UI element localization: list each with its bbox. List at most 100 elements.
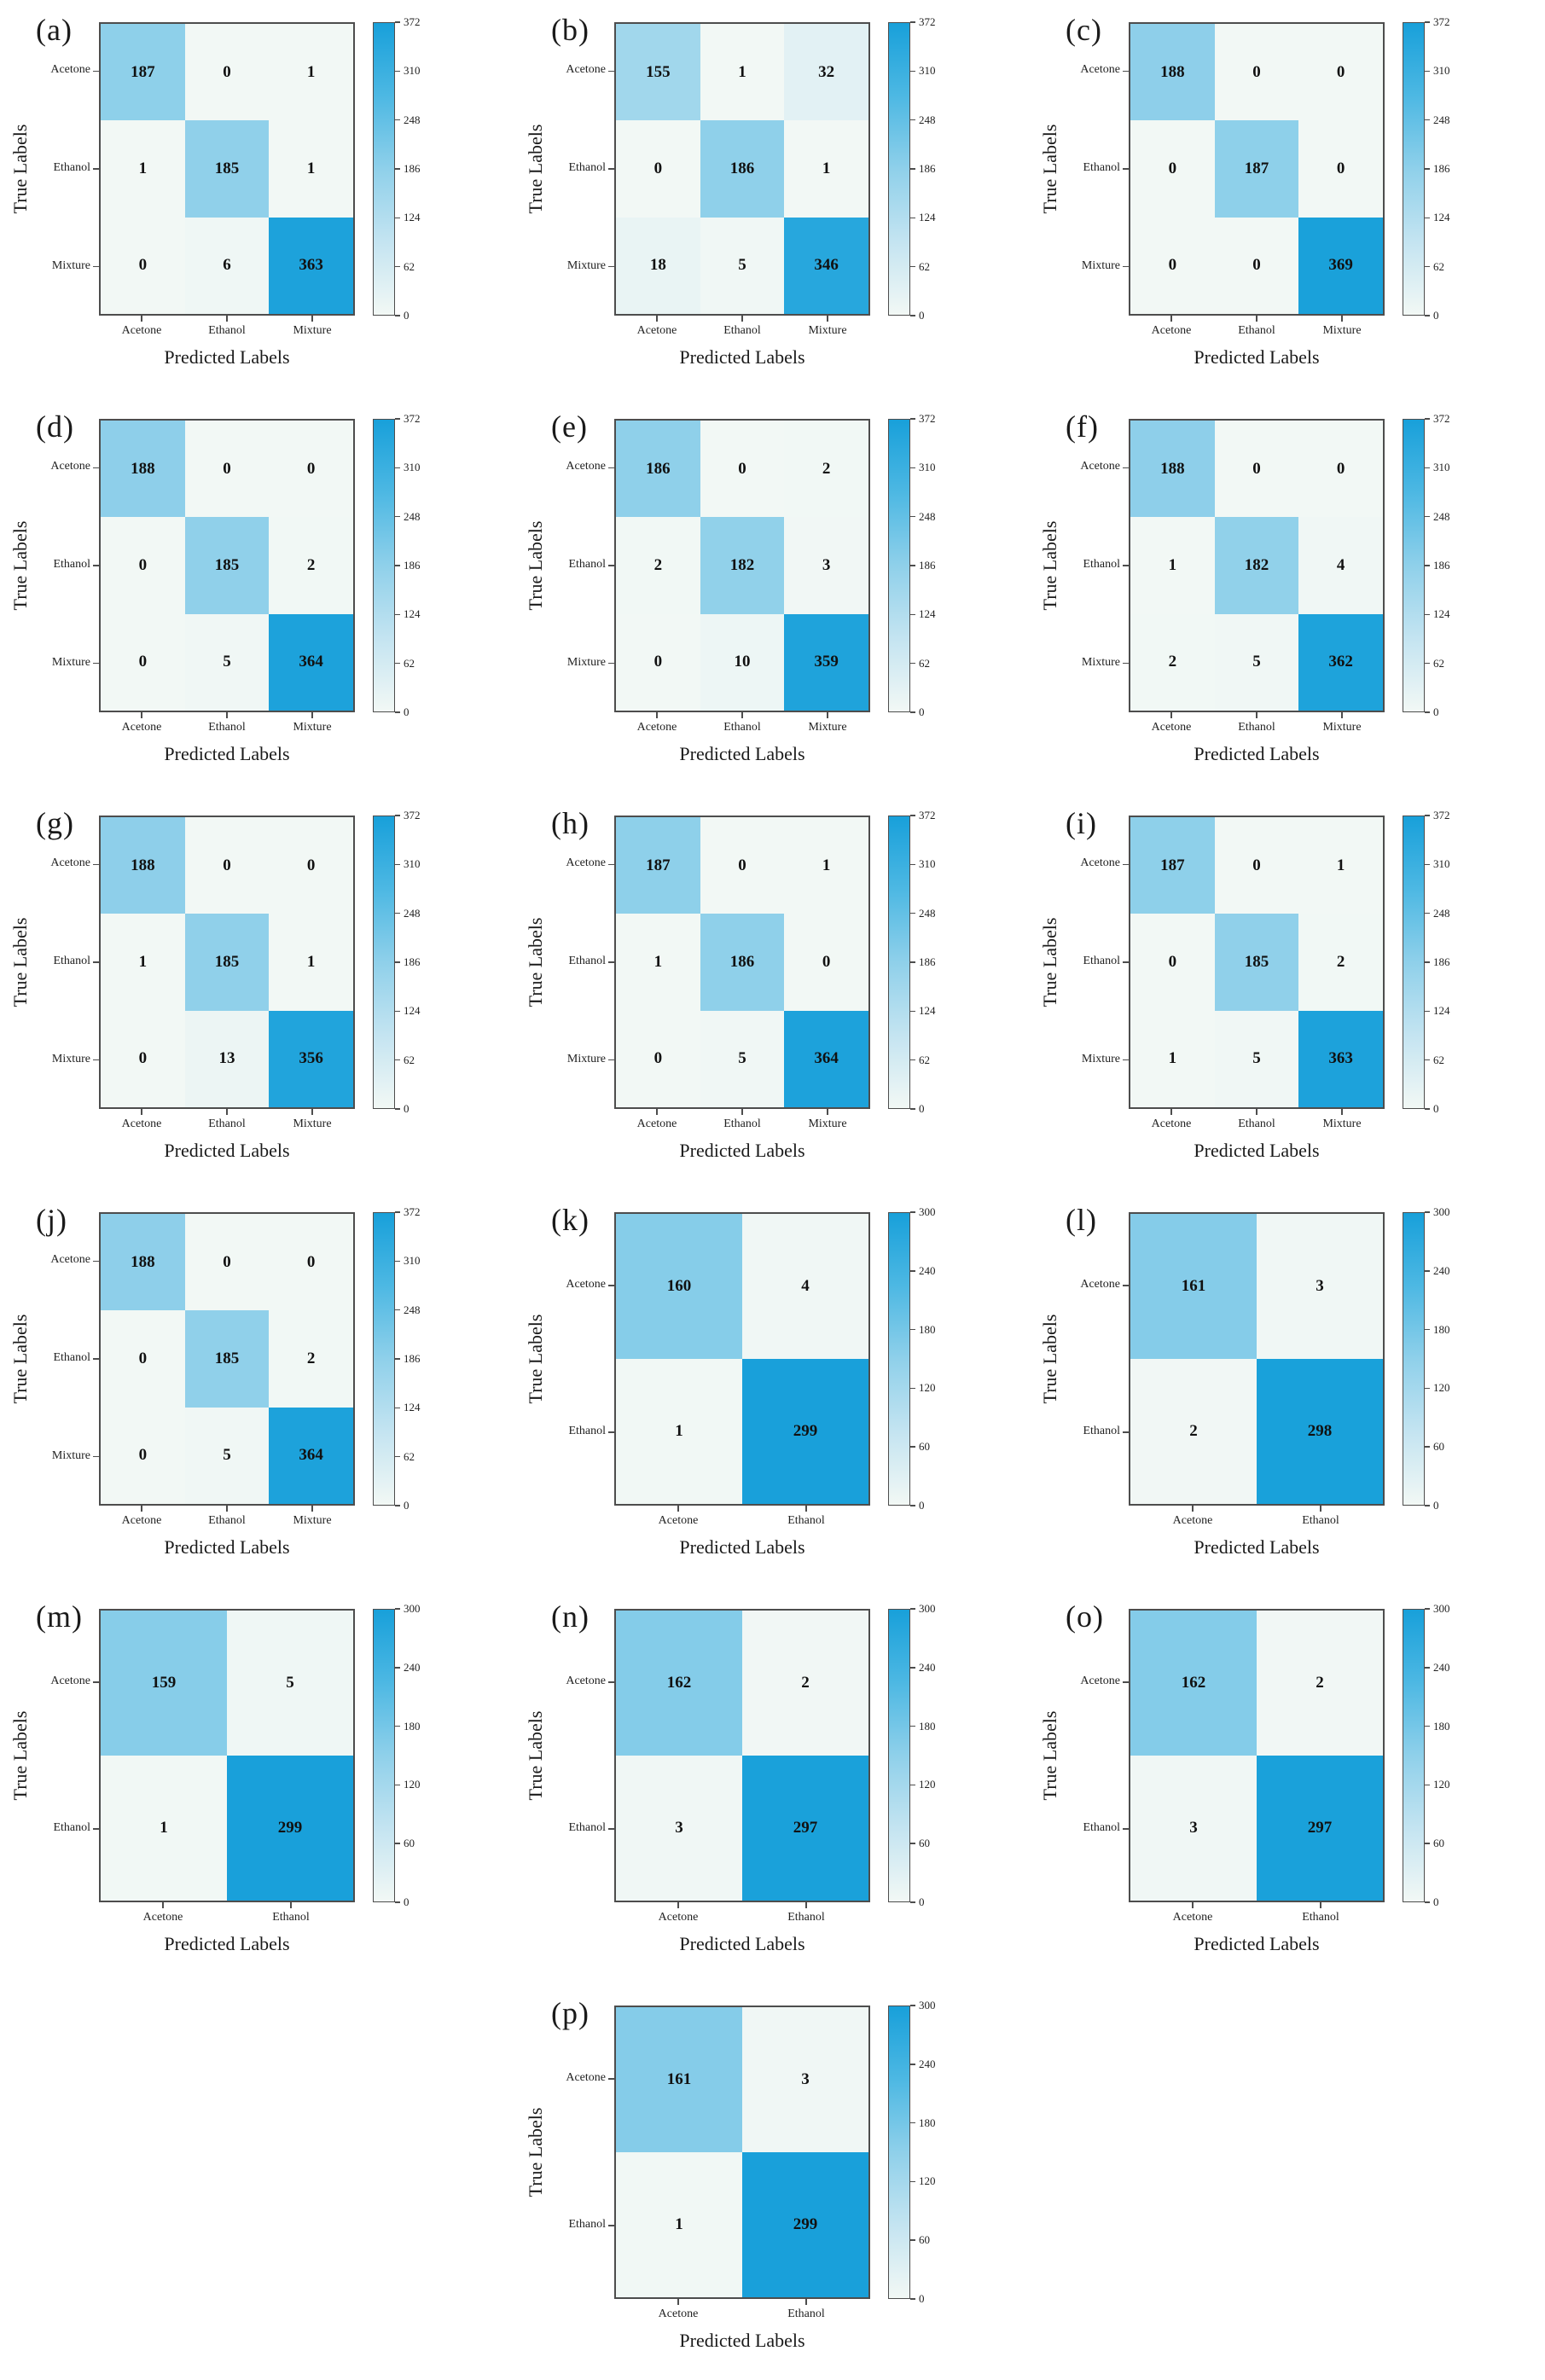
colorbar-tick-mark (910, 2180, 915, 2183)
colorbar-tick-mark (395, 711, 400, 713)
colorbar-tick-label: 310 (404, 1254, 421, 1268)
y-tick-mark (608, 467, 614, 469)
x-tick-label: Acetone (1151, 1117, 1192, 1130)
x-tick-label: Acetone (636, 721, 677, 734)
y-tick-label: Ethanol (53, 1821, 90, 1834)
colorbar-tick-label: 186 (919, 162, 936, 175)
matrix-cell-r0c2: 0 (269, 421, 353, 518)
matrix-value: 363 (299, 256, 323, 275)
colorbar-tick-label: 240 (1433, 1660, 1450, 1674)
y-tick-label: Acetone (566, 2071, 606, 2084)
colorbar-tick-mark (1425, 119, 1430, 121)
x-tick-mark (226, 1109, 228, 1115)
y-axis-label: True Labels (9, 1710, 31, 1801)
colorbar-tick-mark (910, 1270, 915, 1272)
colorbar-tick-label: 60 (1433, 1440, 1444, 1454)
matrix-cell-r0c0: 186 (616, 421, 700, 518)
matrix-value: 3 (675, 1819, 683, 1837)
x-tick-label: Mixture (1322, 324, 1362, 337)
y-tick-mark (93, 1681, 99, 1683)
confusion-matrix: 187 0 1 1 186 0 0 5 364 (614, 816, 870, 1109)
colorbar (373, 419, 395, 712)
colorbar-tick-mark (910, 961, 915, 963)
x-axis-label: Predicted Labels (164, 1933, 290, 1954)
colorbar-tick-mark (1425, 418, 1430, 420)
colorbar-tick-mark (1425, 1108, 1430, 1110)
matrix-value: 0 (1252, 62, 1261, 81)
panel-letter: (j) (36, 1203, 67, 1237)
matrix-cell-r2c2: 363 (269, 217, 353, 314)
colorbar-tick-label: 310 (404, 64, 421, 78)
colorbar-tick-mark (1425, 168, 1430, 170)
matrix-value: 186 (729, 159, 755, 177)
matrix-cell-r0c2: 0 (1298, 421, 1383, 518)
y-tick-mark (93, 1260, 99, 1263)
matrix-cell-r2c1: 5 (184, 613, 270, 711)
matrix-cell-r2c2: 364 (784, 1010, 868, 1107)
colorbar-tick-label: 0 (919, 309, 925, 322)
colorbar-tick-label: 248 (919, 113, 936, 126)
colorbar-tick-label: 180 (919, 1322, 936, 1336)
matrix-cell-r1c0: 2 (616, 517, 700, 614)
matrix-value: 0 (223, 856, 231, 874)
colorbar-tick-label: 186 (1433, 559, 1450, 572)
y-tick-label: Acetone (50, 1675, 90, 1687)
matrix-value: 10 (734, 653, 751, 671)
colorbar-tick-label: 310 (1433, 64, 1450, 78)
colorbar-tick-mark (395, 119, 400, 121)
matrix-cell-r0c0: 188 (1130, 24, 1215, 121)
matrix-cell-r2c0: 0 (1130, 217, 1215, 314)
colorbar-tick-label: 180 (404, 1719, 421, 1733)
x-tick-label: Mixture (1322, 1117, 1362, 1130)
colorbar-tick-label: 180 (919, 1719, 936, 1733)
matrix-cell-r2c2: 356 (269, 1010, 353, 1107)
x-tick-mark (1256, 1109, 1257, 1115)
matrix-value: 182 (1244, 555, 1269, 574)
matrix-value: 1 (822, 856, 831, 874)
panel-letter: (g) (36, 806, 74, 840)
colorbar-tick-mark (910, 2122, 915, 2124)
x-tick-mark (827, 712, 828, 718)
colorbar-tick-mark (910, 2064, 915, 2065)
matrix-cell-r0c1: 0 (184, 1214, 270, 1311)
colorbar-tick-label: 300 (919, 1602, 936, 1615)
matrix-cell-r0c0: 188 (101, 421, 185, 518)
colorbar-tick-label: 0 (404, 309, 409, 322)
x-tick-label: Ethanol (208, 721, 246, 734)
matrix-value: 0 (138, 1446, 148, 1465)
colorbar-tick-mark (910, 217, 915, 219)
matrix-value: 0 (306, 459, 316, 478)
matrix-cell-r1c1: 185 (184, 1310, 270, 1408)
colorbar-tick-label: 120 (404, 1778, 421, 1791)
y-axis-label: True Labels (1039, 1710, 1060, 1801)
colorbar-tick-label: 372 (404, 15, 421, 28)
x-tick-label: Acetone (121, 1117, 162, 1130)
x-tick-mark (290, 1902, 292, 1908)
matrix-value: 0 (1168, 159, 1177, 177)
colorbar-tick-mark (395, 1843, 400, 1844)
colorbar-tick-label: 186 (404, 1352, 421, 1365)
y-tick-label: Acetone (566, 460, 606, 473)
matrix-cell-r1c1: 299 (227, 1756, 353, 1901)
matrix-value: 2 (1189, 1422, 1198, 1440)
y-tick-label: Acetone (566, 1675, 606, 1687)
y-tick-label: Ethanol (568, 161, 606, 174)
matrix-cell-r0c1: 2 (742, 1611, 868, 1756)
colorbar-tick-mark (395, 1784, 400, 1786)
y-tick-label: Mixture (51, 1052, 90, 1065)
matrix-value: 4 (1336, 555, 1345, 574)
matrix-value: 1 (1336, 856, 1345, 874)
confusion-matrix: 162 2 3 297 (1129, 1609, 1385, 1902)
matrix-cell-r2c2: 364 (269, 613, 353, 711)
matrix-cell-r1c1: 185 (1214, 914, 1299, 1011)
x-tick-label: Acetone (121, 1514, 162, 1527)
colorbar-tick-mark (910, 119, 915, 121)
colorbar-tick-label: 0 (1433, 1102, 1439, 1115)
y-tick-mark (1123, 1431, 1129, 1433)
y-tick-mark (608, 565, 614, 566)
confusion-matrix: 188 0 0 1 182 4 2 5 362 (1129, 419, 1385, 712)
x-tick-mark (677, 1902, 679, 1908)
matrix-cell-r2c0: 0 (101, 217, 185, 314)
matrix-value: 346 (814, 256, 839, 275)
colorbar-tick-mark (395, 863, 400, 866)
